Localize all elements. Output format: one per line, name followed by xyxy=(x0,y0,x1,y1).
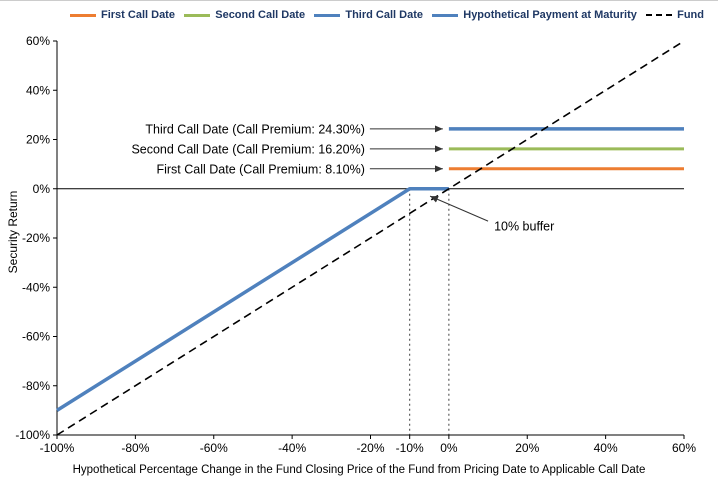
legend-item-first-call-date: First Call Date xyxy=(70,9,175,21)
annotation-label-first-call-date-call-premium-8-10: First Call Date (Call Premium: 8.10%) xyxy=(156,162,364,176)
x-tick-label: 0% xyxy=(440,441,458,455)
x-tick-label: -20% xyxy=(356,441,384,455)
x-tick-label: 20% xyxy=(515,441,539,455)
legend-label-fund: Fund xyxy=(677,9,704,21)
legend-swatch-first-call-date xyxy=(70,13,96,17)
x-tick-label: -60% xyxy=(200,441,228,455)
legend-item-hypothetical-payment-at-maturity: Hypothetical Payment at Maturity xyxy=(432,9,637,21)
series-line-hypothetical-payment-at-maturity xyxy=(56,187,449,412)
y-tick-label: 0% xyxy=(33,182,51,196)
legend-label-second-call-date: Second Call Date xyxy=(215,9,306,21)
x-tick-label: -40% xyxy=(278,441,306,455)
y-tick-label: -60% xyxy=(22,330,50,344)
y-tick-label: 20% xyxy=(26,133,50,147)
y-tick-label: -100% xyxy=(15,428,50,442)
annotation-label-third-call-date-call-premium-24-30: Third Call Date (Call Premium: 24.30%) xyxy=(145,122,365,136)
x-tick-label: 60% xyxy=(672,441,696,455)
x-tick-label: -100% xyxy=(40,441,75,455)
annotation-label-10-buffer: 10% buffer xyxy=(494,220,554,234)
legend-item-third-call-date: Third Call Date xyxy=(314,9,423,21)
x-tick-label: -80% xyxy=(121,441,149,455)
legend-swatch-hypothetical-payment-at-maturity xyxy=(432,13,459,17)
annotation-arrow-10-buffer xyxy=(429,195,489,222)
y-axis-title: Security Return xyxy=(6,190,20,274)
chart-legend: First Call Date Second Call Date Third Cal… xyxy=(70,9,704,21)
legend-item-fund: Fund xyxy=(646,9,704,21)
series-line-fund xyxy=(56,40,685,436)
y-tick-label: 40% xyxy=(26,83,50,97)
x-tick-label: -10% xyxy=(396,441,424,455)
x-axis-title: Hypothetical Percentage Change in the Fu… xyxy=(72,464,646,476)
legend-swatch-fund xyxy=(646,14,673,16)
legend-label-hypothetical-payment-at-maturity: Hypothetical Payment at Maturity xyxy=(463,9,637,21)
legend-swatch-second-call-date xyxy=(184,13,211,17)
legend-label-first-call-date: First Call Date xyxy=(101,9,175,21)
y-tick-label: -20% xyxy=(22,231,50,245)
legend-swatch-third-call-date xyxy=(314,13,341,17)
x-tick-label: 40% xyxy=(594,441,618,455)
annotation-label-second-call-date-call-premium-16-20: Second Call Date (Call Premium: 16.20%) xyxy=(131,142,364,156)
y-tick-label: 60% xyxy=(26,34,50,48)
y-tick-label: -40% xyxy=(22,280,50,294)
legend-item-second-call-date: Second Call Date xyxy=(184,9,305,21)
legend-label-third-call-date: Third Call Date xyxy=(345,9,423,21)
y-tick-label: -80% xyxy=(22,379,50,393)
